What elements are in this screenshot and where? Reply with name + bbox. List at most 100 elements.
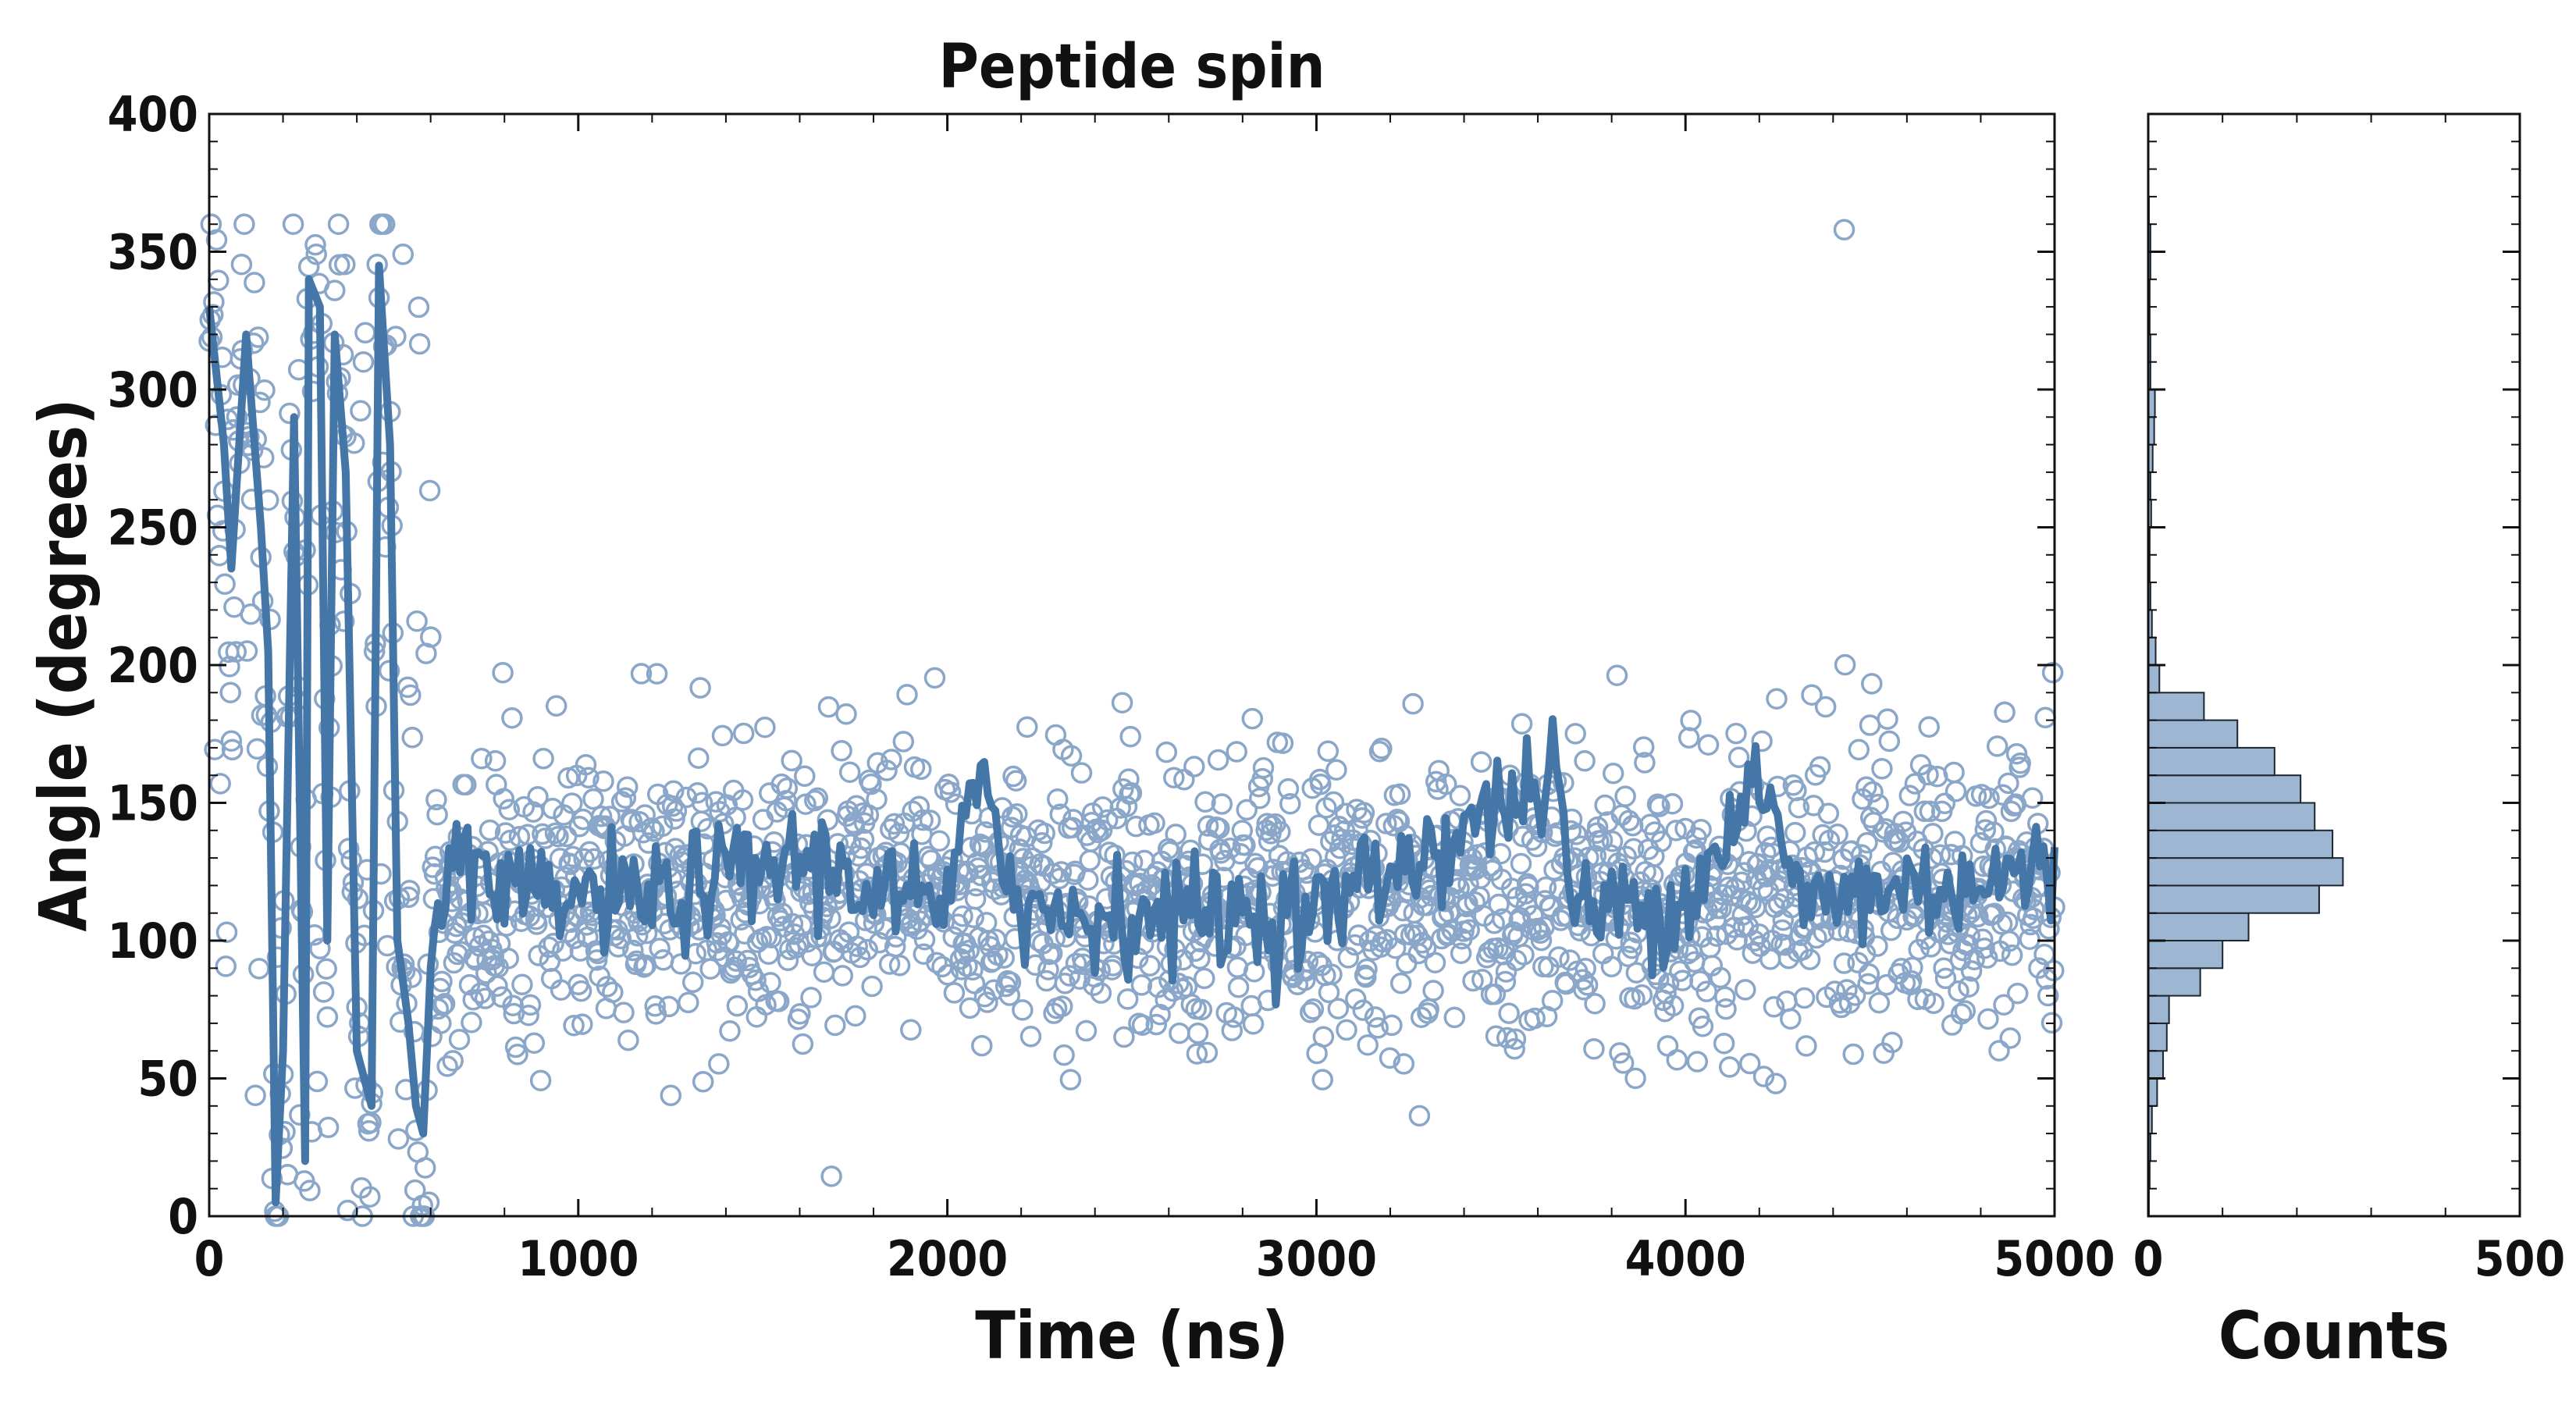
scatter-point: [215, 955, 237, 977]
scatter-point: [1145, 1013, 1168, 1036]
scatter-point: [866, 788, 888, 810]
scatter-point: [527, 786, 549, 808]
scatter-point: [792, 1033, 814, 1055]
scatter-point: [1169, 1022, 1190, 1044]
scatter-point: [1866, 935, 1888, 957]
scatter-point: [414, 1157, 436, 1179]
scatter-point: [1600, 955, 1623, 978]
scatter-point: [1814, 696, 1837, 718]
scatter-point: [492, 661, 514, 684]
scatter-point: [1308, 814, 1330, 836]
scatter-point: [507, 1044, 528, 1066]
scatter-point: [407, 296, 430, 318]
scatter-point: [1954, 1000, 1976, 1022]
scatter-point: [1496, 1027, 1518, 1049]
scatter-point: [634, 804, 656, 826]
scatter-point: [1624, 1067, 1646, 1090]
scatter-point: [881, 749, 902, 770]
scatter-point: [497, 948, 519, 970]
scatter-point: [1842, 1043, 1864, 1066]
scatter-point: [1661, 792, 1684, 815]
scatter-point: [1999, 1027, 2021, 1049]
scatter-point: [1411, 932, 1433, 954]
scatter-point: [1614, 785, 1636, 807]
scatter-point: [617, 1029, 639, 1051]
scatter-point: [1766, 688, 1788, 710]
chart-title: Peptide spin: [938, 32, 1325, 102]
scatter-point: [1917, 763, 1939, 786]
scatter-point: [888, 955, 911, 977]
scatter-point: [2001, 944, 2023, 966]
scatter-point: [236, 640, 258, 662]
scatter-point: [1621, 814, 1644, 837]
scatter-point: [1484, 983, 1507, 1005]
scatter-point: [493, 788, 514, 810]
scatter-point: [817, 696, 840, 718]
scatter-point: [1118, 768, 1140, 790]
scatter-point: [850, 837, 872, 859]
scatter-point: [2019, 928, 2041, 950]
scatter-point: [534, 827, 557, 849]
scatter-point: [1488, 893, 1510, 916]
scatter-point: [1740, 892, 1762, 915]
scatter-point: [943, 982, 966, 1004]
scatter-point: [354, 322, 376, 344]
scatter-point: [447, 943, 468, 966]
scatter-point: [1513, 944, 1535, 966]
scatter-point: [1948, 980, 1969, 1002]
scatter-point: [426, 803, 448, 826]
scatter-point: [726, 994, 749, 1017]
scatter-point: [482, 945, 504, 967]
scatter-point: [1602, 763, 1624, 785]
histogram-bar: [2147, 746, 2275, 777]
scatter-point: [1632, 736, 1655, 758]
scatter-point: [999, 971, 1022, 994]
histogram-bar: [2147, 692, 2205, 721]
scatter-point: [614, 787, 637, 809]
scatter-point: [387, 1128, 410, 1150]
scatter-point: [1443, 1006, 1466, 1029]
scatter-point: [646, 663, 668, 685]
scatter-point: [681, 971, 704, 994]
scatter-point: [1302, 998, 1325, 1020]
hist-x-tick-label: 500: [2475, 1230, 2565, 1287]
scatter-point: [1571, 969, 1594, 991]
scatter-point: [1844, 984, 1866, 1006]
scatter-point: [1113, 1026, 1135, 1048]
scatter-point: [1933, 957, 1955, 979]
scatter-point: [1498, 1002, 1520, 1024]
hist-x-axis-label: Counts: [2218, 1297, 2450, 1374]
scatter-point: [1817, 802, 1840, 824]
scatter-point: [337, 838, 360, 859]
scatter-point: [1788, 796, 1810, 819]
histogram-bar: [2147, 802, 2316, 831]
scatter-point: [745, 970, 767, 991]
scatter-point: [755, 994, 777, 1016]
scatter-point: [1005, 770, 1027, 792]
scatter-point: [1402, 692, 1424, 715]
scatter-point: [1051, 995, 1073, 1017]
scatter-point: [928, 830, 951, 852]
scatter-point: [1803, 841, 1826, 863]
scatter-point: [373, 213, 396, 235]
scatter-point: [1336, 1019, 1357, 1041]
scatter-point: [640, 817, 663, 839]
scatter-point: [1986, 735, 2008, 757]
scatter-point: [1714, 986, 1736, 1008]
scatter-point: [725, 950, 748, 972]
scatter-point: [664, 808, 685, 830]
scatter-point: [1012, 999, 1034, 1021]
scatter-point: [1858, 963, 1880, 985]
scatter-point: [794, 765, 816, 788]
scatter-point: [1848, 738, 1870, 761]
scatter-point: [1130, 974, 1153, 996]
scatter-point: [1345, 988, 1367, 1010]
scatter-point: [1867, 793, 1889, 816]
scatter-point: [1404, 920, 1426, 943]
scatter-point: [479, 819, 501, 841]
scatter-point: [1692, 1016, 1714, 1037]
y-tick-label: 350: [108, 224, 198, 281]
scatter-point: [1183, 756, 1205, 777]
scatter-point: [312, 981, 335, 1003]
